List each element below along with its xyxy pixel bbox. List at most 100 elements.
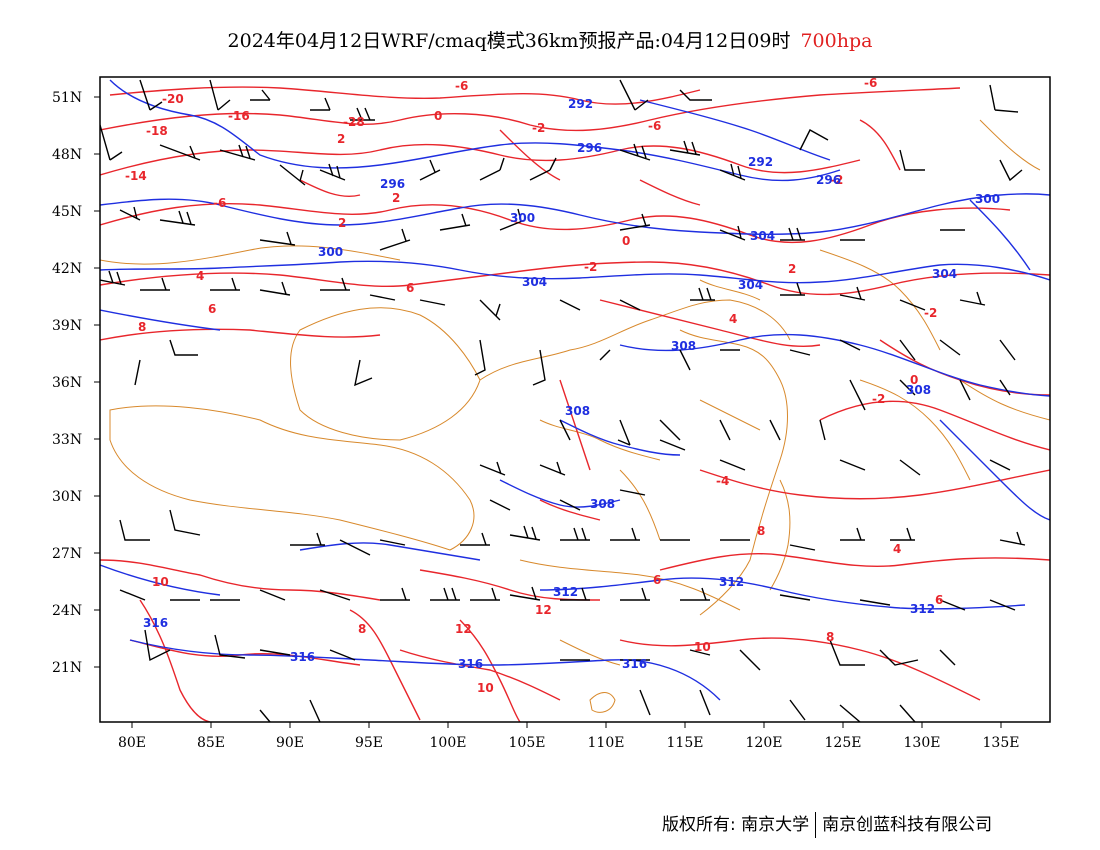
- temp-label: 2: [392, 191, 400, 205]
- height-label: 304: [522, 275, 547, 289]
- temp-label: 0: [434, 109, 442, 123]
- temp-label: -20: [162, 92, 184, 106]
- lat-tick-label: 39N: [52, 318, 82, 334]
- temp-label: 10: [152, 575, 169, 589]
- chart-title: 2024年04月12日WRF/cmaq模式36km预报产品:04月12日09时 7…: [0, 26, 1100, 53]
- height-label: 308: [906, 383, 931, 397]
- lon-tick-label: 80E: [118, 735, 146, 751]
- temperature-contours: [100, 86, 1050, 722]
- lat-tick-label: 30N: [52, 489, 82, 505]
- temp-label: -14: [125, 169, 147, 183]
- lat-tick-label: 33N: [52, 432, 82, 448]
- temp-label: -6: [455, 79, 468, 93]
- height-label: 316: [290, 650, 315, 664]
- temp-label: 8: [138, 320, 146, 334]
- lon-tick-label: 125E: [825, 735, 862, 751]
- lat-axis: [94, 96, 100, 668]
- height-label: 300: [975, 192, 1000, 206]
- temp-label: 2: [337, 132, 345, 146]
- height-label: 308: [590, 497, 615, 511]
- temp-label: 8: [757, 524, 765, 538]
- lat-tick-label: 51N: [52, 90, 82, 106]
- height-label: 296: [816, 173, 841, 187]
- height-label: 308: [671, 339, 696, 353]
- height-label: 312: [910, 602, 935, 616]
- temp-label: 12: [455, 622, 472, 636]
- lon-tick-label: 105E: [509, 735, 546, 751]
- height-label: 312: [553, 585, 578, 599]
- temp-label: 0: [622, 234, 630, 248]
- temp-label: -2: [872, 392, 885, 406]
- temp-label: 6: [935, 593, 943, 607]
- temp-label: -6: [213, 196, 226, 210]
- temp-label: 12: [535, 603, 552, 617]
- height-label: 316: [458, 657, 483, 671]
- height-labels: 292 296 296 300 300 304 304 304 308 308 …: [143, 97, 1000, 671]
- height-label: 296: [380, 177, 405, 191]
- lon-tick-label: 135E: [983, 735, 1020, 751]
- temp-label: 6: [653, 573, 661, 587]
- footer-divider: [815, 812, 817, 838]
- temp-label: 8: [358, 622, 366, 636]
- temp-label: 6: [406, 281, 414, 295]
- map-border: [99, 76, 1051, 723]
- lat-tick-label: 48N: [52, 147, 82, 163]
- company-name: 南京创蓝科技有限公司: [822, 815, 993, 835]
- height-label: 300: [318, 245, 343, 259]
- lon-labels: 80E 85E 90E 95E 100E 105E 110E 115E 120E…: [118, 735, 1020, 751]
- height-contours: [100, 79, 1050, 701]
- lon-tick-label: 85E: [197, 735, 225, 751]
- lon-axis: [131, 722, 1002, 728]
- lat-tick-label: 21N: [52, 660, 82, 676]
- temp-label: 2: [338, 216, 346, 230]
- temp-label: 6: [208, 302, 216, 316]
- temp-label: -28: [343, 115, 365, 129]
- lat-labels: 51N 48N 45N 42N 39N 36N 33N 30N 27N 24N …: [52, 90, 82, 676]
- lat-tick-label: 27N: [52, 546, 82, 562]
- temp-label: -2: [532, 121, 545, 135]
- height-label: 308: [565, 404, 590, 418]
- lon-tick-label: 90E: [276, 735, 304, 751]
- height-label: 304: [750, 229, 775, 243]
- lon-tick-label: 130E: [904, 735, 941, 751]
- temp-label: 2: [788, 262, 796, 276]
- temp-label: -2: [924, 306, 937, 320]
- temp-label: -2: [830, 173, 843, 187]
- lon-tick-label: 120E: [746, 735, 783, 751]
- lon-tick-label: 115E: [667, 735, 704, 751]
- wind-barbs: [100, 79, 1026, 722]
- title-level: 700hpa: [800, 30, 873, 52]
- height-label: 316: [143, 616, 168, 630]
- temp-label: -6: [864, 76, 877, 90]
- temp-label: 8: [826, 630, 834, 644]
- height-label: 296: [577, 141, 602, 155]
- title-main: 2024年04月12日WRF/cmaq模式36km预报产品:04月12日09时: [227, 30, 791, 52]
- temp-label: 4: [196, 269, 204, 283]
- lat-tick-label: 42N: [52, 261, 82, 277]
- temp-label: -4: [716, 474, 729, 488]
- temperature-labels: -20 -18 -16 -14 -6 -6 -2 -2 0 2 2 4 6 6 …: [125, 76, 943, 695]
- temp-label: -2: [584, 260, 597, 274]
- temp-label: 4: [729, 312, 737, 326]
- temp-label: -6: [648, 119, 661, 133]
- temp-label: 10: [477, 681, 494, 695]
- temp-label: 10: [694, 640, 711, 654]
- lon-tick-label: 110E: [588, 735, 625, 751]
- height-label: 316: [622, 657, 647, 671]
- lon-tick-label: 95E: [355, 735, 383, 751]
- temp-label: -18: [146, 124, 168, 138]
- copyright-footer: 版权所有: 南京大学 南京创蓝科技有限公司: [662, 810, 992, 838]
- temp-label: -16: [228, 109, 250, 123]
- temp-label: 4: [893, 542, 901, 556]
- copyright-text: 版权所有: 南京大学: [662, 815, 810, 835]
- temp-label: 0: [910, 373, 918, 387]
- lat-tick-label: 36N: [52, 375, 82, 391]
- lat-tick-label: 45N: [52, 204, 82, 220]
- height-label: 292: [748, 155, 773, 169]
- lat-tick-label: 24N: [52, 603, 82, 619]
- height-label: 312: [719, 575, 744, 589]
- lon-tick-label: 100E: [430, 735, 467, 751]
- height-label: 304: [932, 267, 957, 281]
- height-label: 300: [510, 211, 535, 225]
